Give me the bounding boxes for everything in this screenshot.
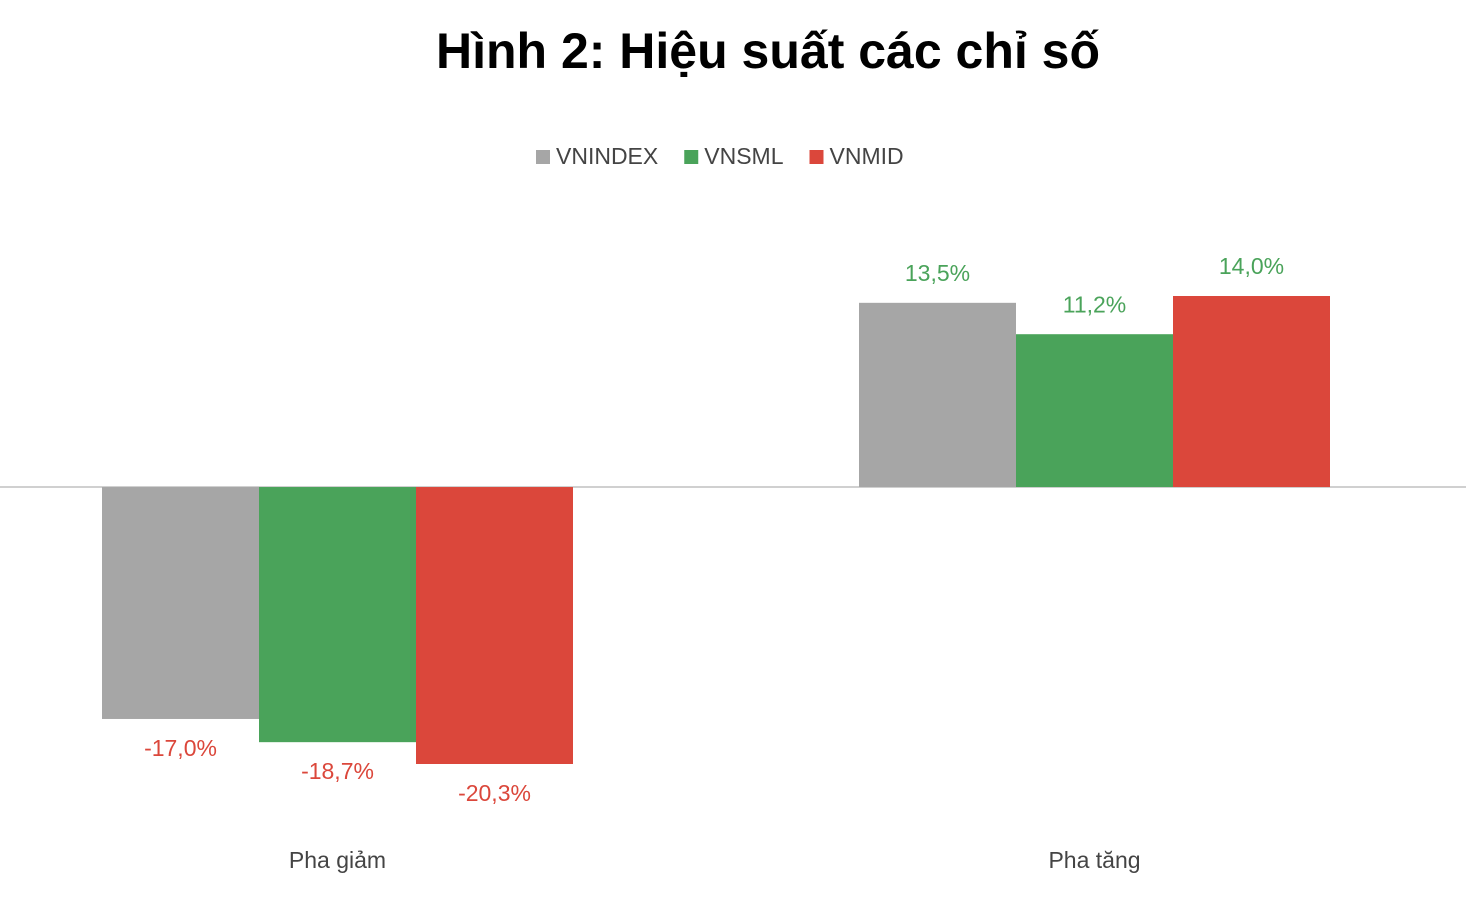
- legend-swatch: [809, 150, 824, 164]
- value-label: -17,0%: [144, 735, 217, 761]
- chart-title: Hình 2: Hiệu suất các chỉ số: [436, 23, 1100, 79]
- legend-label: VNMID: [830, 143, 904, 169]
- x-tick-label: Pha tăng: [1048, 847, 1140, 873]
- bar: [1173, 296, 1330, 488]
- bar: [1016, 334, 1173, 488]
- bar: [102, 487, 259, 719]
- bar: [259, 487, 416, 743]
- value-label: 14,0%: [1219, 253, 1284, 279]
- legend-swatch: [684, 150, 699, 164]
- legend-label: VNINDEX: [556, 143, 658, 169]
- legend-swatch: [536, 150, 550, 164]
- value-label: -20,3%: [458, 780, 531, 806]
- bar: [416, 487, 573, 764]
- value-label: -18,7%: [301, 758, 374, 784]
- value-label: 11,2%: [1063, 291, 1127, 317]
- value-label: 13,5%: [905, 260, 970, 286]
- legend-label: VNSML: [704, 143, 783, 169]
- x-tick-label: Pha giảm: [289, 847, 386, 873]
- bar: [859, 302, 1016, 488]
